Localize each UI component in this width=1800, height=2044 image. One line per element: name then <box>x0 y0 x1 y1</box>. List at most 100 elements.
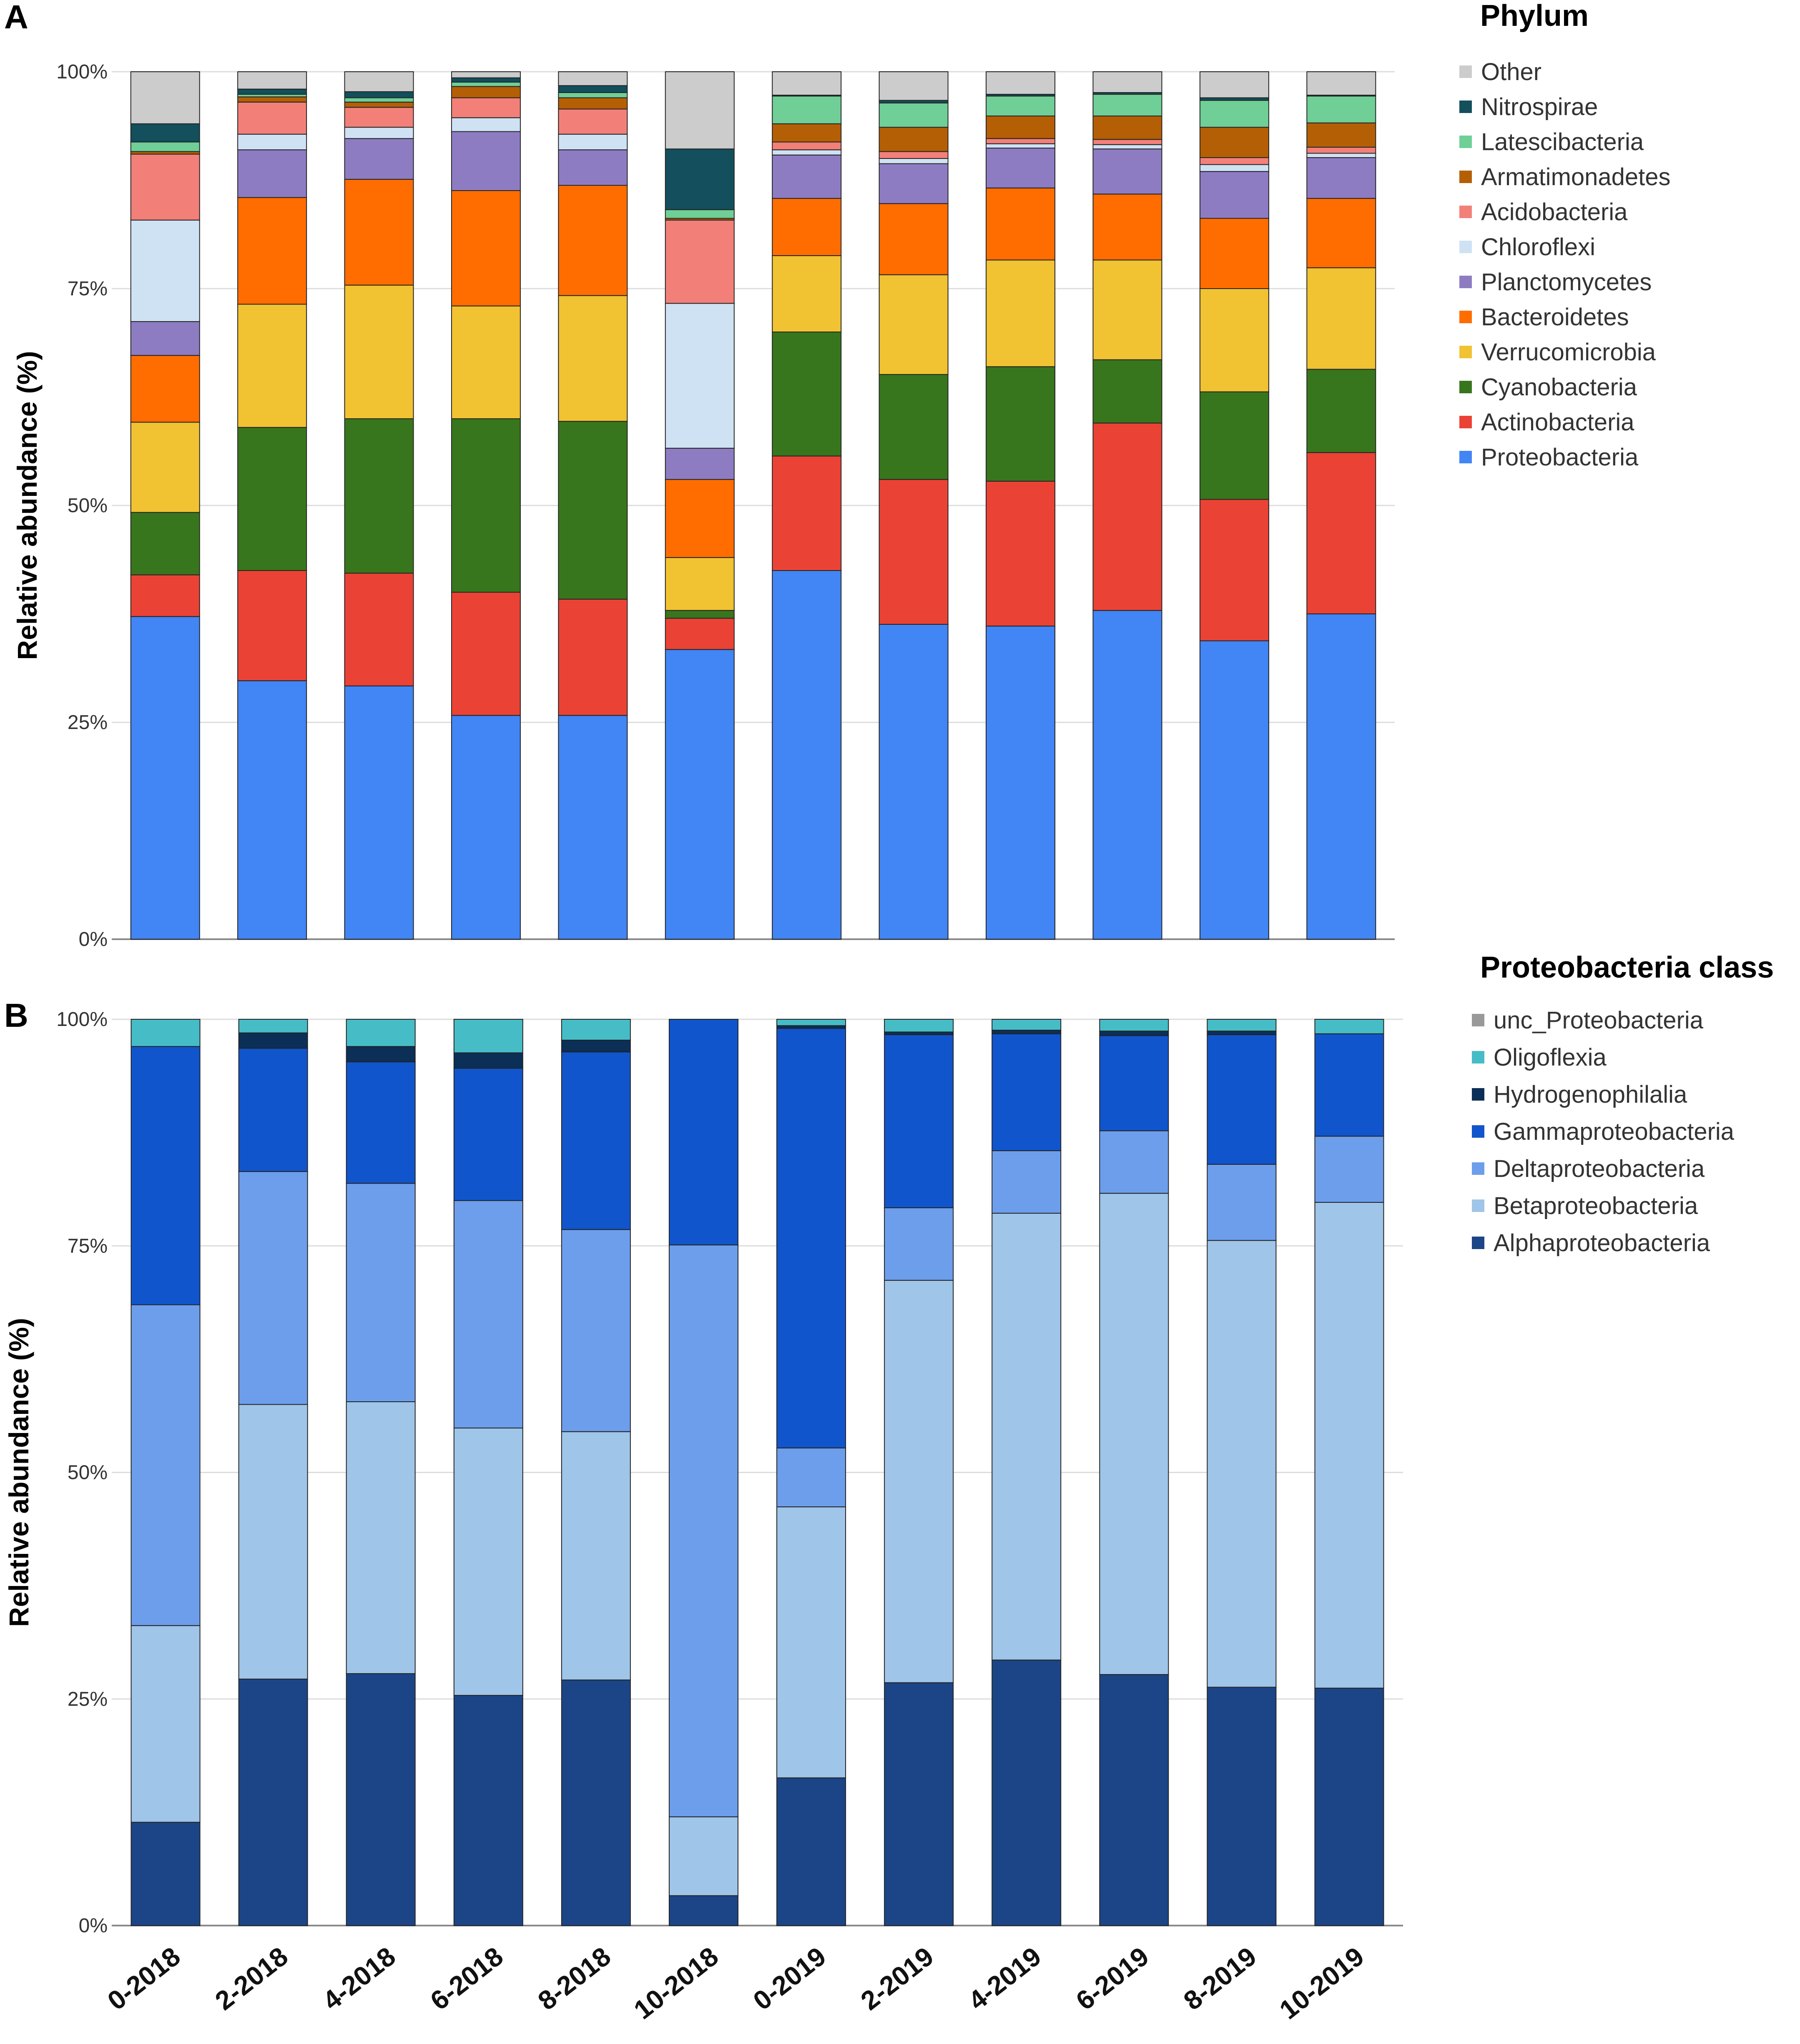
panel-a: A 0% 25% 50% 75% 100% Relative abundance (%) Ph… <box>4 0 1671 950</box>
bar-segment-alphaproteobacteria <box>1314 1687 1384 1926</box>
bar-segment-cyanobacteria <box>986 366 1056 482</box>
legend-label: Hydrogenophilalia <box>1494 1081 1687 1108</box>
bar-segment-betaproteobacteria <box>992 1213 1062 1661</box>
bar-segment-armatimonadetes <box>879 127 949 152</box>
legend-label: unc_Proteobacteria <box>1494 1007 1704 1034</box>
bar-6-2019 <box>1099 1019 1169 1926</box>
bar-10-2019 <box>1314 1019 1384 1926</box>
bar-segment-verrucomicrobia <box>1092 259 1162 360</box>
bar-segment-chloroflexi <box>772 149 842 156</box>
bar-segment-latescibacteria <box>1092 94 1162 117</box>
legend-swatch <box>1472 1088 1484 1101</box>
x-tick-label-0-2018: 0-2018 <box>102 1941 186 2016</box>
bar-segment-latescibacteria <box>1199 100 1269 128</box>
legend-label: Alphaproteobacteria <box>1494 1229 1710 1257</box>
bar-segment-betaproteobacteria <box>884 1280 954 1683</box>
x-tick-label-6-2019: 6-2019 <box>1070 1941 1154 2016</box>
legend-item-gammaproteobacteria: Gammaproteobacteria <box>1472 1118 1735 1145</box>
legend-item-oligoflexia: Oligoflexia <box>1472 1044 1607 1071</box>
bar-0-2019 <box>772 71 842 940</box>
bar-segment-betaproteobacteria <box>668 1816 738 1896</box>
bar-4-2019 <box>992 1019 1062 1926</box>
bar-segment-proteobacteria <box>879 624 949 940</box>
bar-segment-bacteroidetes <box>1092 194 1162 261</box>
bar-segment-verrucomicrobia <box>237 304 307 428</box>
bar-segment-hydrogenophilalia <box>453 1052 523 1069</box>
bar-8-2019 <box>1207 1019 1277 1926</box>
bar-segment-chloroflexi <box>1199 164 1269 172</box>
bar-segment-cyanobacteria <box>558 421 628 600</box>
bar-segment-acidobacteria <box>451 97 521 118</box>
legend-swatch <box>1459 311 1472 323</box>
legend-item-cyanobacteria: Cyanobacteria <box>1459 374 1637 401</box>
bar-segment-hydrogenophilalia <box>1099 1031 1169 1036</box>
x-tick-label-6-2018: 6-2018 <box>425 1941 509 2016</box>
legend-item-latescibacteria: Latescibacteria <box>1459 128 1644 156</box>
bar-segment-planctomycetes <box>344 138 414 180</box>
bar-segment-bacteroidetes <box>130 355 200 423</box>
bar-segment-armatimonadetes <box>344 101 414 108</box>
bar-4-2018 <box>346 1019 416 1926</box>
bar-segment-chloroflexi <box>344 127 414 139</box>
bar-segment-proteobacteria <box>344 685 414 940</box>
legend-label: Other <box>1481 58 1541 85</box>
bar-segment-other <box>1092 71 1162 93</box>
bar-8-2019 <box>1199 71 1269 940</box>
bar-segment-other <box>451 71 521 78</box>
bar-segment-bacteroidetes <box>1306 198 1376 269</box>
bar-segment-armatimonadetes <box>1092 116 1162 140</box>
x-tick-label-8-2018: 8-2018 <box>532 1941 616 2016</box>
legend-label: Chloroflexi <box>1481 234 1595 261</box>
bar-segment-planctomycetes <box>451 131 521 191</box>
bar-segment-oligoflexia <box>1314 1019 1384 1034</box>
bar-segment-planctomycetes <box>558 149 628 186</box>
legend-item-planctomycetes: Planctomycetes <box>1459 269 1652 296</box>
bar-segment-actinobacteria <box>1092 422 1162 611</box>
legend-swatch <box>1459 346 1472 358</box>
bar-segment-acidobacteria <box>986 138 1056 144</box>
bar-segment-alphaproteobacteria <box>884 1682 954 1926</box>
legend-item-armatimonadetes: Armatimonadetes <box>1459 163 1671 191</box>
bar-segment-gammaproteobacteria <box>668 1019 738 1246</box>
legend-swatch <box>1472 1162 1484 1175</box>
bar-segment-other <box>558 71 628 86</box>
bar-segment-alphaproteobacteria <box>1099 1674 1169 1926</box>
bar-segment-other <box>772 71 842 96</box>
legend-item-bacteroidetes: Bacteroidetes <box>1459 304 1629 331</box>
legend-item-alphaproteobacteria: Alphaproteobacteria <box>1472 1229 1710 1257</box>
bar-segment-actinobacteria <box>1199 499 1269 641</box>
bar-segment-betaproteobacteria <box>776 1506 846 1778</box>
legend-item-nitrospirae: Nitrospirae <box>1459 93 1598 121</box>
bar-segment-deltaproteobacteria <box>884 1207 954 1281</box>
bar-segment-deltaproteobacteria <box>1314 1136 1384 1203</box>
bar-2-2018 <box>237 71 307 940</box>
x-tick-label-4-2018: 4-2018 <box>317 1941 401 2016</box>
bar-10-2019 <box>1306 71 1376 940</box>
bar-segment-deltaproteobacteria <box>453 1200 523 1429</box>
y-axis-title: Relative abundance (%) <box>3 1318 34 1627</box>
bar-segment-betaproteobacteria <box>453 1428 523 1696</box>
bar-4-2018 <box>344 71 414 940</box>
bar-segment-cyanobacteria <box>344 418 414 574</box>
bar-segment-nitrospirae <box>237 88 307 95</box>
bar-segment-cyanobacteria <box>1092 359 1162 424</box>
bar-segment-oligoflexia <box>884 1019 954 1033</box>
legend-item-acidobacteria: Acidobacteria <box>1459 199 1628 226</box>
category-axis: 0-2018 2-2018 4-2018 6-2018 8-2018 10-2018 0-2… <box>102 1941 1369 2025</box>
legend-swatch <box>1472 1199 1484 1212</box>
bar-segment-gammaproteobacteria <box>1207 1034 1277 1165</box>
legend-label: Oligoflexia <box>1494 1044 1607 1071</box>
bar-segment-proteobacteria <box>451 715 521 940</box>
bar-segment-proteobacteria <box>237 680 307 940</box>
bar-segment-other <box>665 71 735 150</box>
bar-segment-oligoflexia <box>453 1019 523 1053</box>
bar-segment-hydrogenophilalia <box>346 1046 416 1063</box>
legend-label: Nitrospirae <box>1481 93 1598 121</box>
bar-segment-alphaproteobacteria <box>668 1895 738 1926</box>
bar-segment-verrucomicrobia <box>879 274 949 375</box>
bar-segment-oligoflexia <box>992 1019 1062 1031</box>
bar-segment-other <box>1199 71 1269 98</box>
bar-segment-oligoflexia <box>131 1019 201 1047</box>
bar-10-2018 <box>668 1019 738 1926</box>
